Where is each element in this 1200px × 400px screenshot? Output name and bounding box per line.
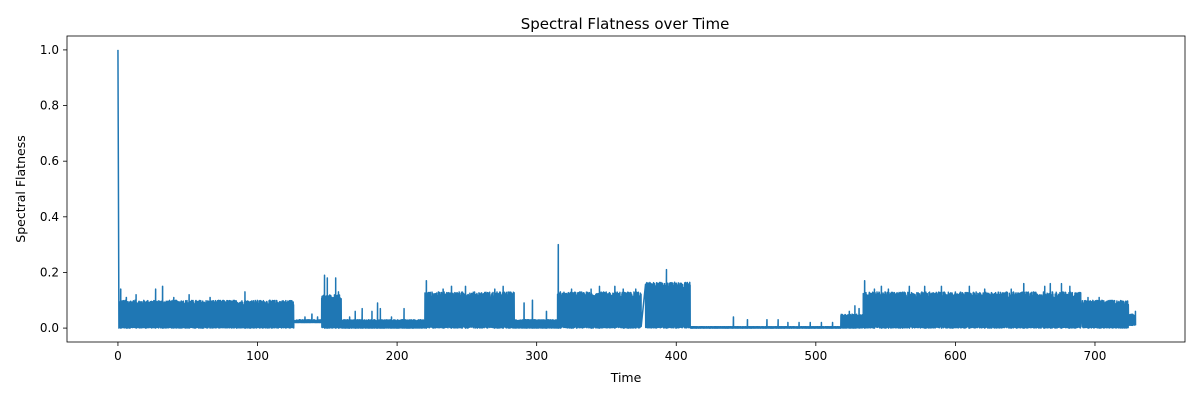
plot-frame — [66, 35, 1186, 343]
plot-area — [66, 35, 1186, 343]
x-tick-label: 700 — [1084, 349, 1107, 363]
series-layer — [117, 49, 1137, 329]
y-axis-label: Spectral Flatness — [13, 135, 28, 242]
x-tick-label: 500 — [804, 349, 827, 363]
y-tick-label: 0.0 — [40, 321, 59, 335]
y-tick-label: 0.2 — [40, 265, 59, 279]
y-tick-label: 0.8 — [40, 99, 59, 113]
x-tick-label: 600 — [944, 349, 967, 363]
y-tick-label: 1.0 — [40, 43, 59, 57]
series-line — [117, 49, 1137, 329]
y-axis: 0.0 0.2 0.4 0.6 0.8 1.0 — [40, 43, 67, 335]
y-tick-label: 0.4 — [40, 210, 59, 224]
x-tick-label: 400 — [665, 349, 688, 363]
x-tick-label: 300 — [525, 349, 548, 363]
x-axis: 0 100 200 300 400 500 600 700 — [114, 342, 1106, 363]
x-tick-label: 0 — [114, 349, 122, 363]
x-axis-label: Time — [610, 370, 642, 385]
chart-title: Spectral Flatness over Time — [521, 15, 730, 33]
plot-background — [67, 36, 1185, 342]
y-tick-label: 0.6 — [40, 154, 59, 168]
x-tick-label: 100 — [246, 349, 269, 363]
x-tick-label: 200 — [386, 349, 409, 363]
